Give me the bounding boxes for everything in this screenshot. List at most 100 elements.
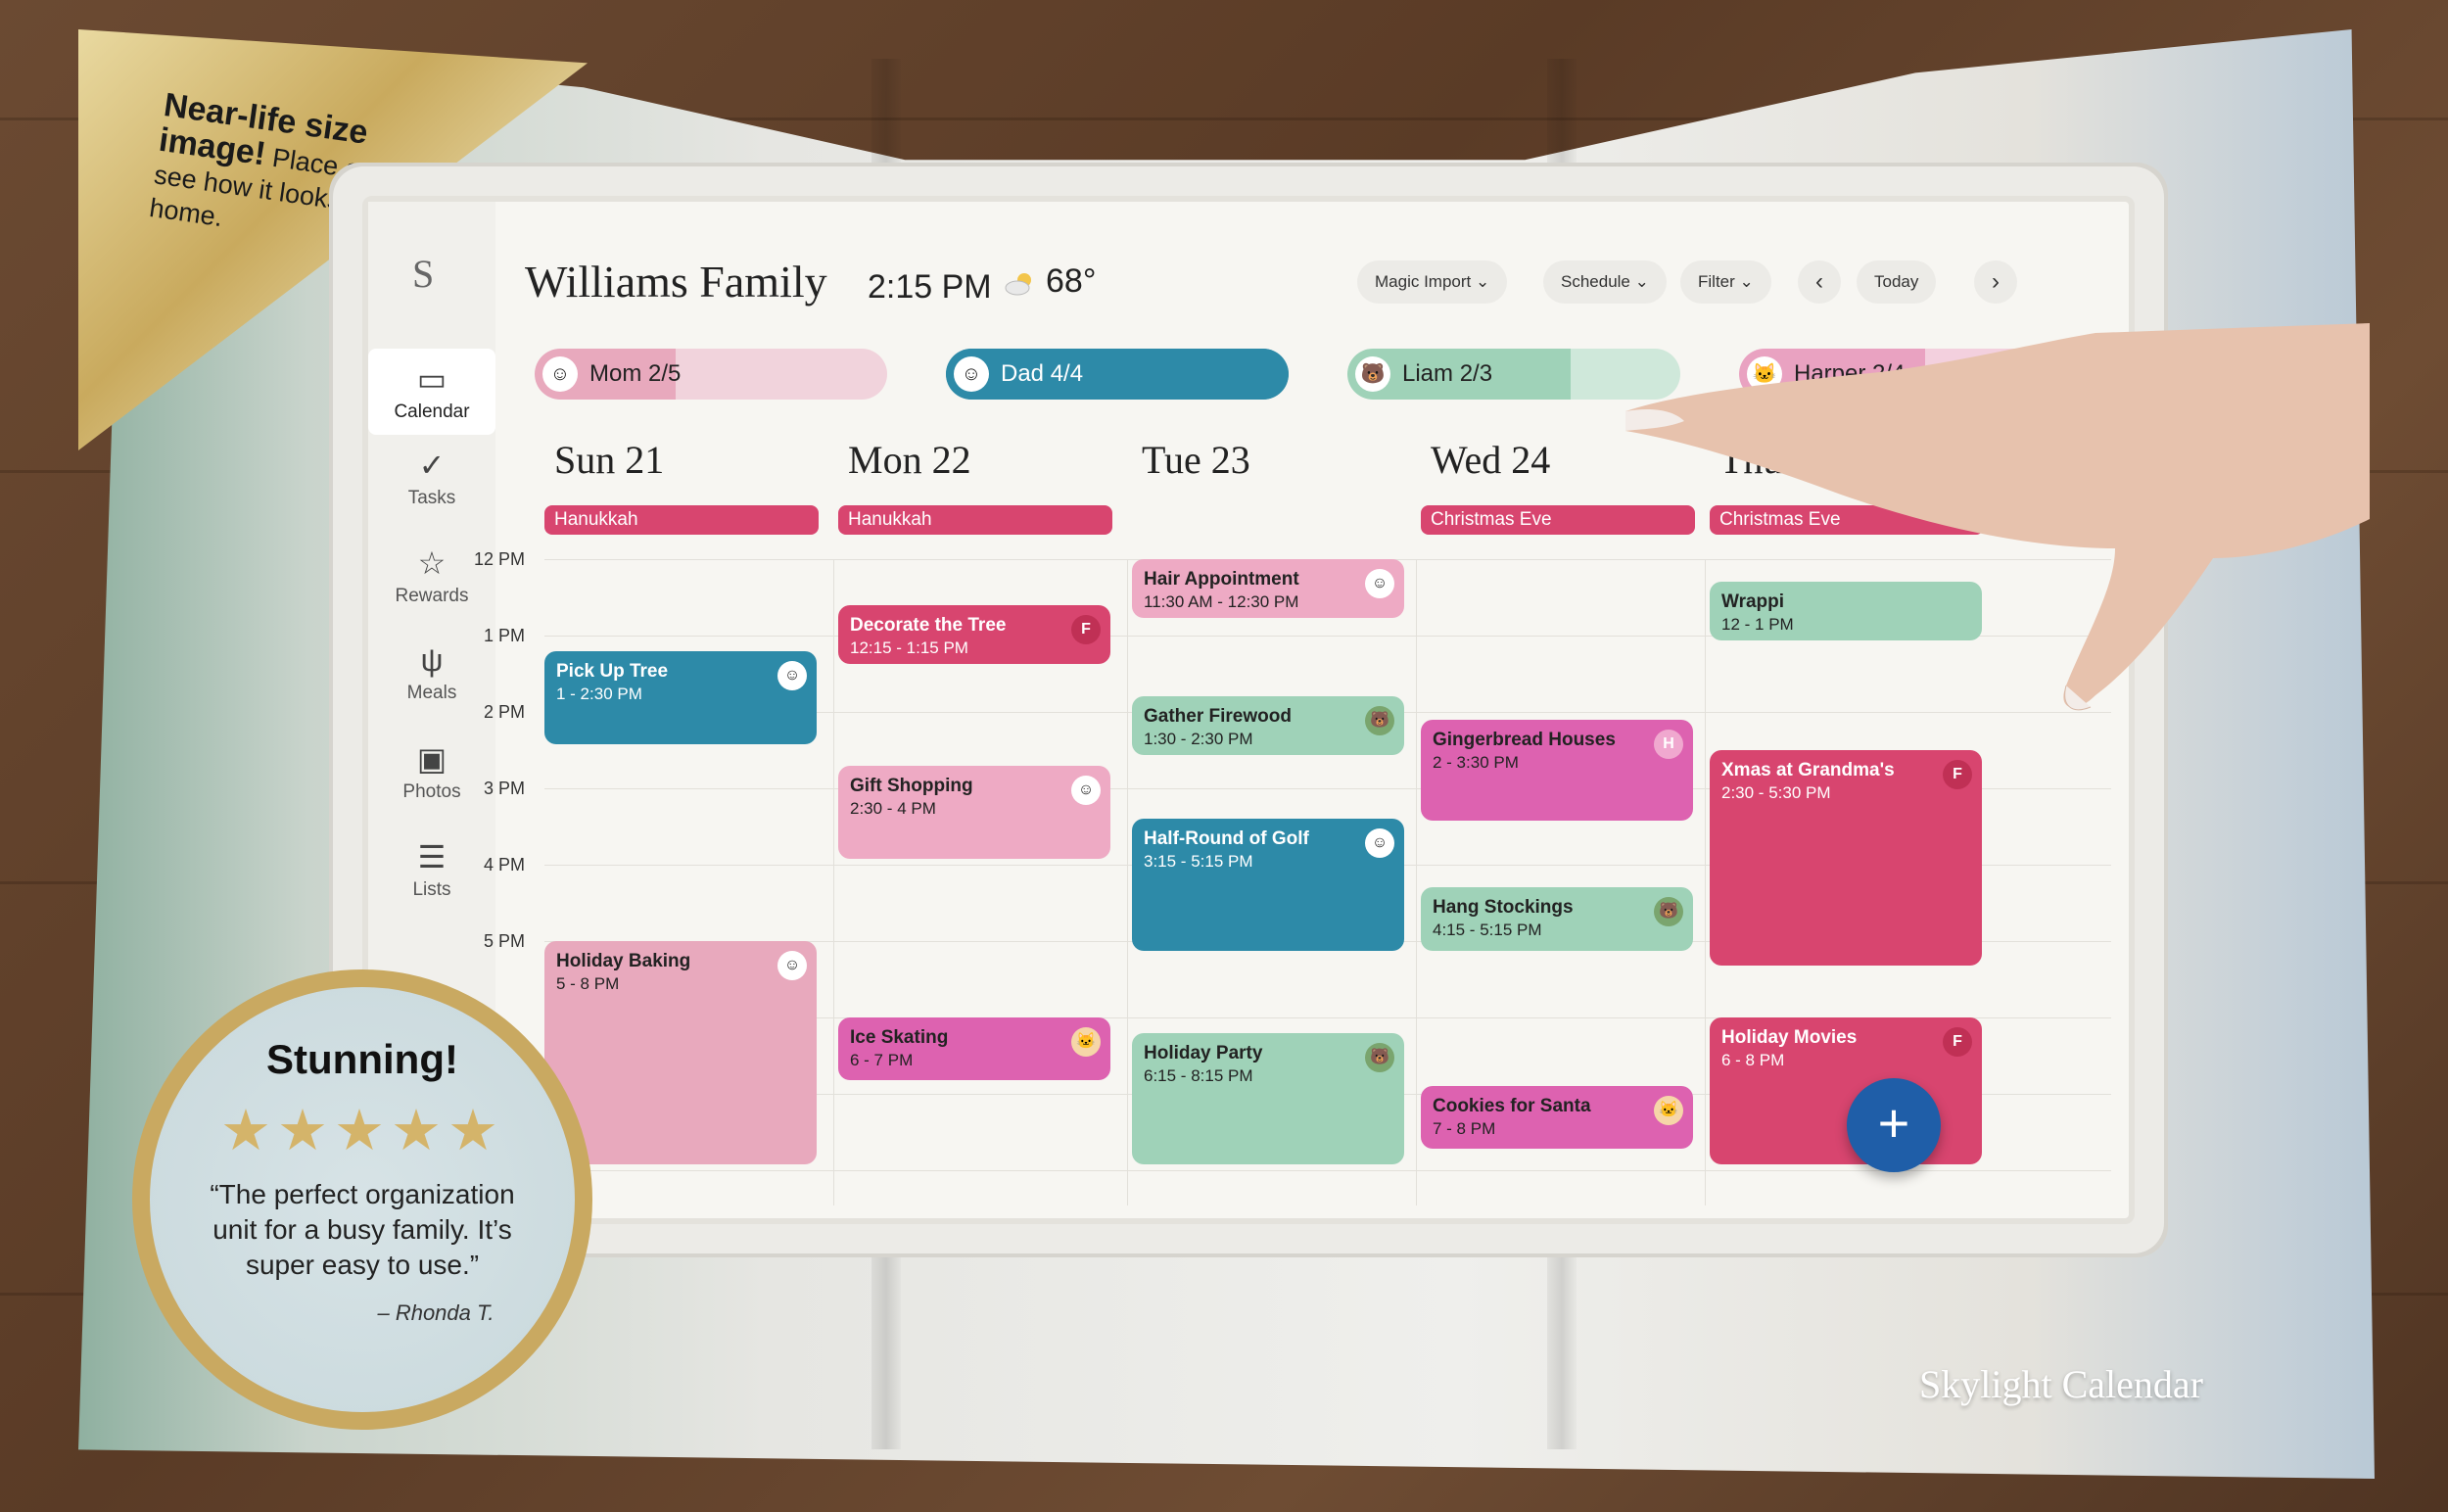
calendar-event[interactable]: Half-Round of Golf 3:15 - 5:15 PM ☺ [1132, 819, 1404, 951]
all-day-event[interactable]: Hanukkah [544, 505, 819, 535]
event-assignee-avatar: ☺ [1071, 775, 1101, 805]
day-header: Wed 24 [1431, 438, 1551, 482]
event-time: 6 - 8 PM [1721, 1051, 1785, 1069]
event-title: Holiday Baking [556, 951, 691, 971]
hour-label: 3 PM [483, 779, 525, 798]
event-title: Half-Round of Golf [1144, 828, 1309, 850]
event-title: Wrappi [1721, 591, 1785, 613]
review-title: Stunning! [266, 1036, 458, 1082]
event-title: Gingerbread Houses [1433, 729, 1616, 750]
calendar-event[interactable]: Pick Up Tree 1 - 2:30 PM ☺ [544, 650, 817, 744]
prev-week-button[interactable]: ‹ [1798, 260, 1841, 304]
hour-label: 4 PM [483, 855, 525, 874]
member-progress-liam[interactable]: 🐻 Liam 2/3 [1347, 349, 1680, 400]
hour-gridline [544, 1017, 2111, 1018]
member-label: Liam 2/3 [1402, 360, 1493, 387]
event-title: Holiday Party [1144, 1042, 1263, 1063]
sidebar-item-label: Calendar [394, 402, 470, 422]
event-time: 5 - 8 PM [556, 974, 620, 993]
event-assignee-avatar: 🐻 [1365, 706, 1394, 736]
calendar-event[interactable]: Gingerbread Houses 2 - 3:30 PM H [1421, 719, 1693, 821]
utensils-icon: ψ [420, 642, 444, 678]
event-assignee-avatar: F [1943, 1027, 1972, 1057]
schedule-view-button[interactable]: Schedule ⌄ [1543, 260, 1667, 304]
event-time: 12 - 1 PM [1721, 615, 1794, 635]
add-event-button[interactable]: + [1847, 1078, 1941, 1172]
review-author: – Rhonda T. [377, 1300, 494, 1325]
temperature: 68° [1046, 262, 1097, 300]
sidebar-item-tasks[interactable]: ✓ Tasks [368, 447, 495, 509]
event-time: 12:15 - 1:15 PM [850, 638, 968, 657]
day-header: Tue 23 [1142, 438, 1250, 482]
event-title: Pick Up Tree [556, 660, 669, 682]
calendar-event[interactable]: Holiday Movies 6 - 8 PM F [1710, 1017, 1982, 1164]
hour-gridline [544, 636, 2111, 637]
hour-gridline [544, 1170, 2111, 1171]
event-time: 3:15 - 5:15 PM [1144, 852, 1253, 872]
event-time: 7 - 8 PM [1433, 1119, 1496, 1139]
review-badge: Stunning! ★★★★★ “The perfect organizatio… [132, 969, 592, 1430]
day-divider [1127, 559, 1128, 1205]
sidebar-item-meals[interactable]: ψ Meals [368, 642, 495, 704]
member-label: Mom 2/5 [589, 360, 682, 387]
day-header: Mon 22 [848, 438, 971, 482]
sidebar-item-lists[interactable]: ☰ Lists [368, 838, 495, 901]
day-divider [833, 559, 834, 1205]
list-icon: ☰ [417, 839, 447, 874]
calendar-event[interactable]: Decorate the Tree 12:15 - 1:15 PM F [838, 604, 1110, 664]
calendar-event[interactable]: Cookies for Santa 7 - 8 PM 🐱 [1421, 1086, 1693, 1150]
calendar-event[interactable]: Ice Skating 6 - 7 PM 🐱 [838, 1017, 1110, 1081]
event-assignee-avatar: 🐻 [1654, 897, 1683, 927]
event-time: 11:30 AM - 12:30 PM [1144, 592, 1299, 611]
calendar-event[interactable]: Wrappi 12 - 1 PM [1710, 582, 1982, 641]
hour-gridline [544, 788, 2111, 789]
next-week-button[interactable]: › [1974, 260, 2017, 304]
hour-label: 2 PM [483, 702, 525, 722]
all-day-event[interactable]: Hanukkah [838, 505, 1112, 535]
sidebar-item-rewards[interactable]: ☆ Rewards [368, 544, 495, 607]
member-progress-dad[interactable]: ☺ Dad 4/4 [946, 349, 1289, 400]
calendar-event[interactable]: Holiday Party 6:15 - 8:15 PM 🐻 [1132, 1032, 1404, 1164]
brand-logo-text: Skylight Calendar [1919, 1362, 2203, 1406]
check-icon: ✓ [418, 448, 446, 483]
today-button[interactable]: Today [1857, 260, 1937, 304]
sidebar-item-label: Photos [402, 781, 461, 802]
day-header: Sun 21 [554, 438, 665, 482]
calendar-event[interactable]: Hang Stockings 4:15 - 5:15 PM 🐻 [1421, 887, 1693, 951]
event-title: Decorate the Tree [850, 614, 1007, 636]
event-assignee-avatar: ☺ [1365, 828, 1394, 859]
event-assignee-avatar: ☺ [777, 951, 807, 980]
hour-label: 5 PM [483, 931, 525, 951]
magic-import-button[interactable]: Magic Import ⌄ [1357, 260, 1508, 304]
calendar-event[interactable]: Gift Shopping 2:30 - 4 PM ☺ [838, 765, 1110, 859]
event-assignee-avatar: ☺ [1365, 569, 1394, 598]
member-progress-fill [946, 349, 1289, 400]
calendar-icon: ▭ [416, 361, 447, 397]
sidebar-item-photos[interactable]: ▣ Photos [368, 740, 495, 803]
sidebar-item-calendar[interactable]: ▭ Calendar [368, 349, 495, 435]
event-title: Hang Stockings [1433, 897, 1574, 919]
event-assignee-avatar: F [1071, 614, 1101, 644]
event-title: Xmas at Grandma's [1721, 760, 1895, 780]
photo-icon: ▣ [416, 741, 447, 777]
calendar-event[interactable]: Xmas at Grandma's 2:30 - 5:30 PM F [1710, 750, 1982, 967]
event-title: Holiday Movies [1721, 1027, 1858, 1048]
member-progress-mom[interactable]: ☺ Mom 2/5 [535, 349, 887, 400]
all-day-event[interactable]: Christmas Eve [1421, 505, 1695, 535]
calendar-event[interactable]: Holiday Baking 5 - 8 PM ☺ [544, 941, 817, 1164]
event-assignee-avatar: 🐻 [1365, 1042, 1394, 1072]
app-logo: S [412, 252, 435, 296]
event-time: 1:30 - 2:30 PM [1144, 730, 1253, 749]
hand-image [1625, 323, 2370, 711]
sidebar-item-label: Lists [412, 879, 451, 900]
sidebar-item-label: Tasks [407, 488, 456, 508]
calendar-event[interactable]: Gather Firewood 1:30 - 2:30 PM 🐻 [1132, 696, 1404, 756]
calendar-event[interactable]: Hair Appointment 11:30 AM - 12:30 PM ☺ [1132, 559, 1404, 618]
review-quote: “The perfect organization unit for a bus… [210, 1179, 515, 1280]
event-time: 6:15 - 8:15 PM [1144, 1065, 1253, 1085]
member-label: Dad 4/4 [1001, 360, 1084, 387]
current-time: 2:15 PM [868, 268, 992, 306]
event-assignee-avatar: H [1654, 729, 1683, 759]
member-avatar: 🐻 [1355, 356, 1390, 392]
filter-button[interactable]: Filter ⌄ [1680, 260, 1771, 304]
